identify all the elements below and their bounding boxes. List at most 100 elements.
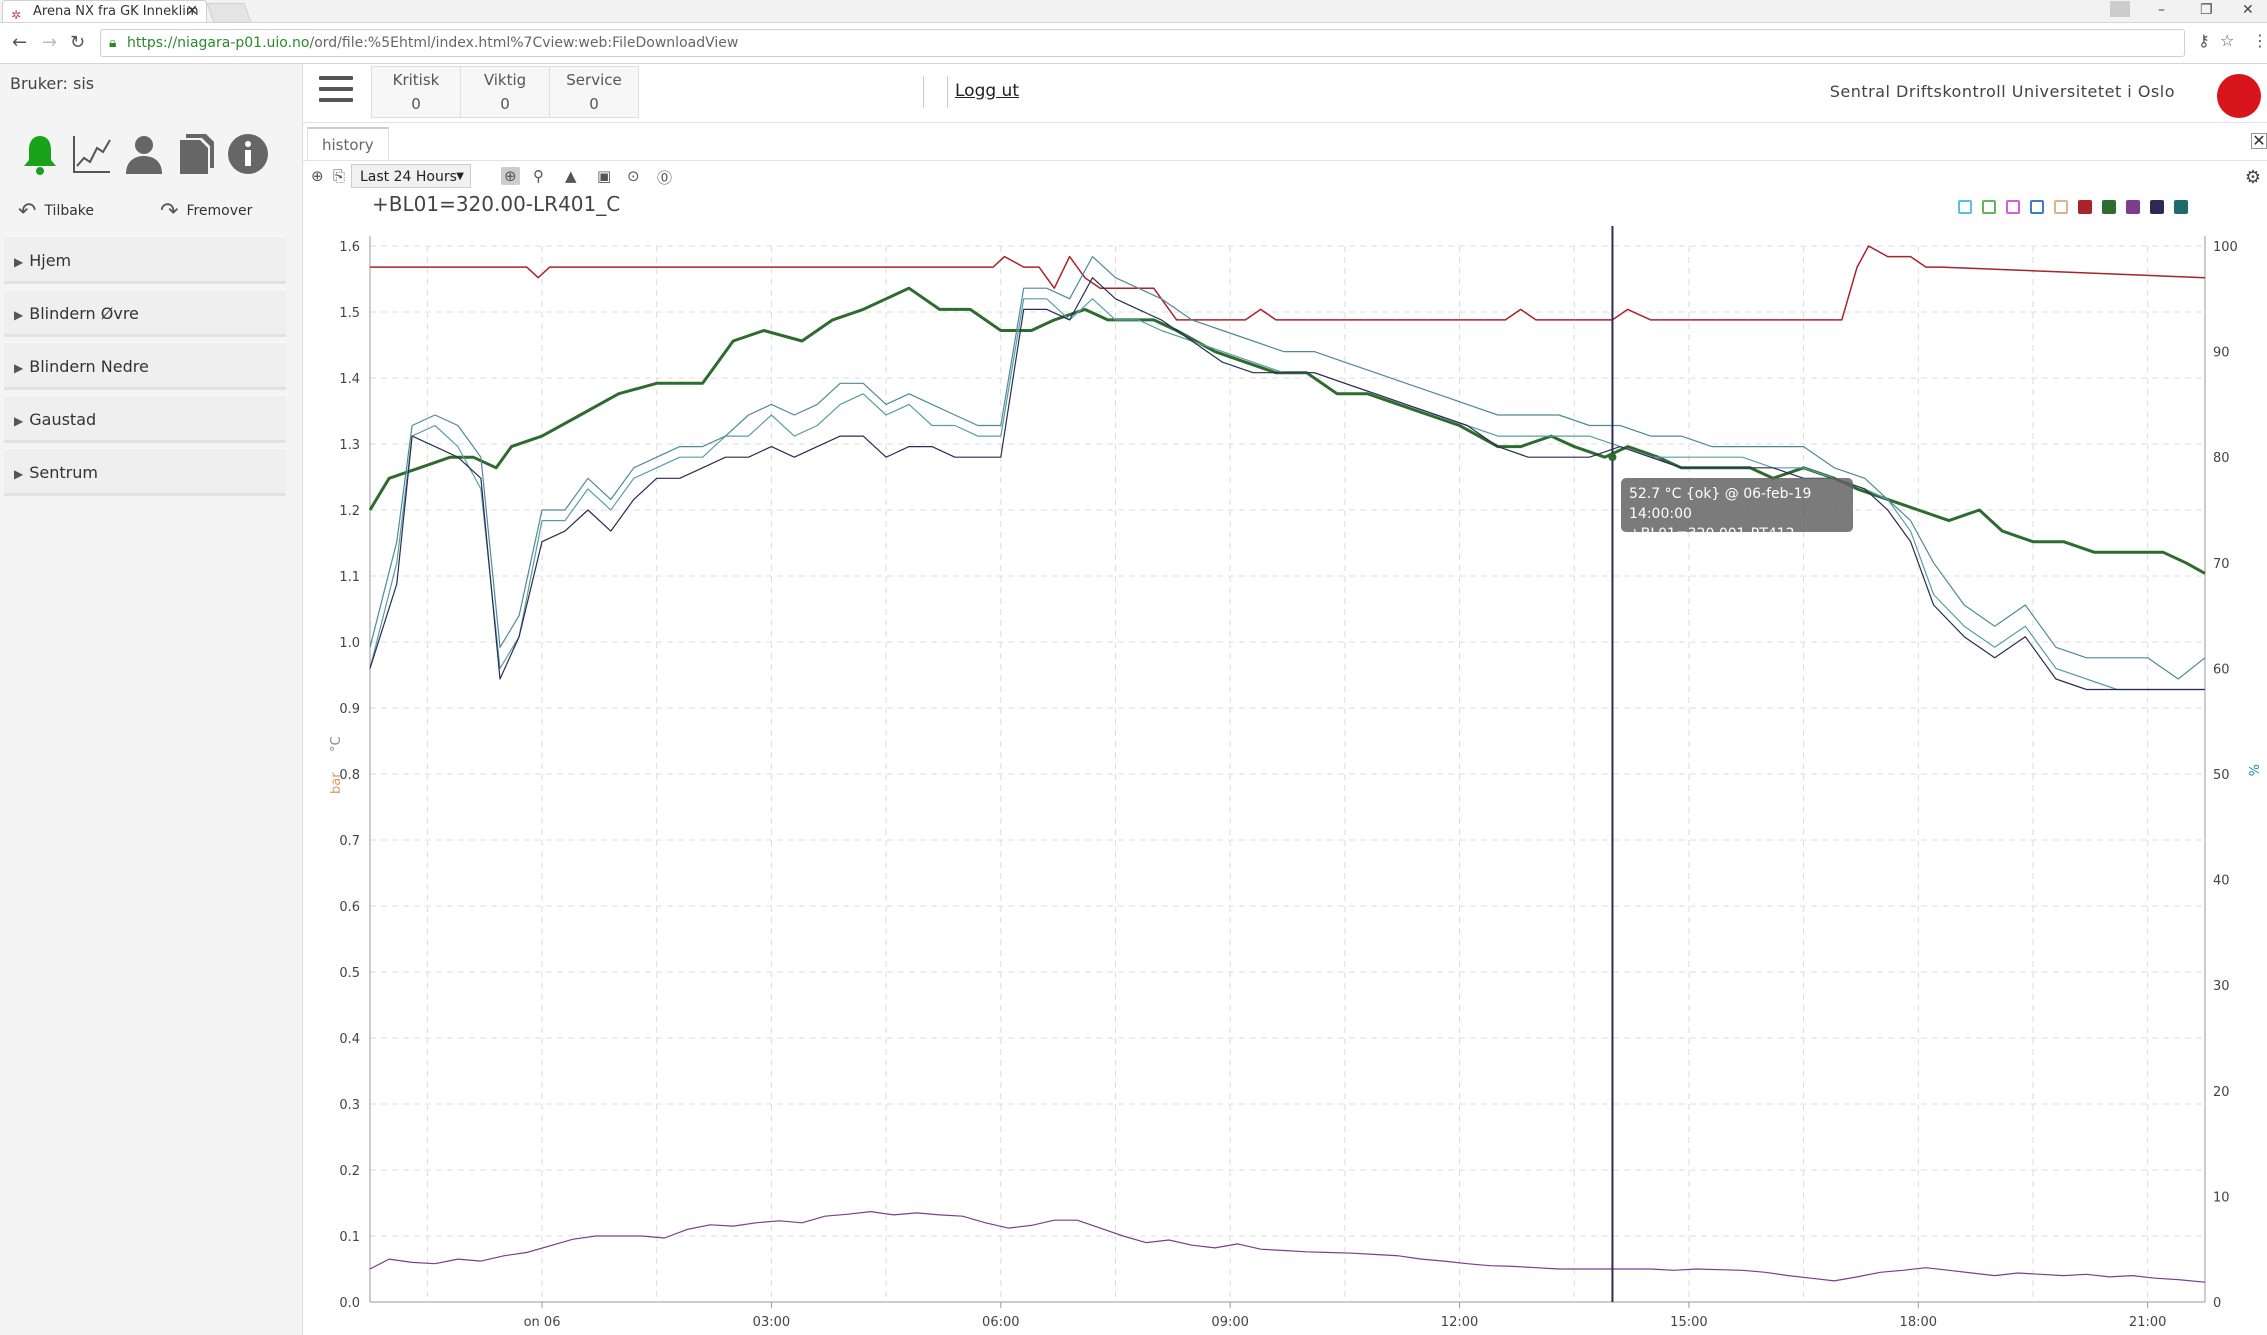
alarm-service[interactable]: Service 0 (550, 67, 638, 117)
legend-swatch-4[interactable] (2030, 200, 2044, 214)
series-line-6[interactable] (369, 1211, 2206, 1283)
header-divider (947, 76, 948, 108)
tab-history[interactable]: history (307, 127, 389, 162)
series-line-3[interactable] (369, 298, 2205, 691)
restore-icon[interactable]: ❐ (2200, 2, 2213, 18)
series-line-4[interactable] (369, 256, 2206, 680)
legend-swatch-10[interactable] (2174, 200, 2188, 214)
alarm-kritisk[interactable]: Kritisk 0 (372, 67, 461, 117)
x-tick-label: 12:00 (1441, 1315, 1478, 1330)
url-path: /ord/file:%5Ehtml/index.html%7Cview:web:… (309, 35, 739, 51)
bookmark-star-icon[interactable]: ☆ (2220, 31, 2235, 50)
tooltip-value: 52.7 °C {ok} @ 06-feb-19 14:00:00 (1629, 486, 1812, 522)
menu-item-blindern-nedre[interactable]: ▶ Blindern Nedre (4, 342, 286, 390)
menu-item-label: Gaustad (29, 410, 97, 429)
back-arrow-icon: ↶ (18, 199, 37, 224)
series-line-2[interactable] (368, 286, 2206, 575)
legend-swatch-1[interactable] (1958, 200, 1972, 214)
app-header: Kritisk 0 Viktig 0 Service 0 Logg ut Sentra… (303, 64, 2267, 123)
sidebar-icon-row (18, 132, 278, 182)
export-icon[interactable]: ⎘ (333, 167, 346, 185)
x-tick-label: 15:00 (1670, 1315, 1707, 1330)
menu-item-gaustad[interactable]: ▶ Gaustad (4, 395, 286, 443)
series-line-1[interactable] (370, 245, 2206, 321)
warning-icon[interactable]: ▲ (565, 167, 577, 185)
x-tick-label: 21:00 (2129, 1315, 2166, 1330)
legend-swatch-3[interactable] (2006, 200, 2020, 214)
legend-swatch-7[interactable] (2102, 200, 2116, 214)
pin-icon[interactable]: ▣ (597, 167, 612, 185)
series-line-5[interactable] (369, 277, 2205, 691)
alarm-label: Service (566, 71, 622, 89)
header-divider (923, 76, 924, 108)
y-right-unit-label: % (2245, 764, 2260, 776)
back-label: Tilbake (44, 203, 95, 219)
y-left-tick-label: 1.3 (339, 438, 360, 453)
chart-title: +BL01=320.00-LR401_C (372, 192, 621, 216)
y-left-tick-label: 0.1 (339, 1230, 360, 1245)
content-area: history ✕ ⊕ ⎘ Last 24 Hours ▼ ⊕ ⚲ ▲ ▣ ⊙ ⓪… (303, 123, 2267, 1335)
history-chart[interactable]: 0.0 0.1 0.2 0.3 0.4 0.5 0.6 0.7 0.8 0.9 1.0 1.1 1.2 1… (303, 193, 2267, 1335)
close-window-icon[interactable]: ✕ (2242, 2, 2254, 18)
key-icon[interactable]: ⚷ (2198, 31, 2210, 50)
new-tab-button[interactable] (206, 3, 252, 23)
hamburger-menu-icon[interactable] (319, 76, 353, 108)
y-right-tick-label: 30 (2213, 979, 2230, 994)
alarm-count: 0 (411, 95, 421, 113)
browser-tab-title: Arena NX fra GK Inneklim (33, 4, 199, 19)
zoom-icon[interactable]: ⚲ (533, 167, 544, 185)
close-tab-icon[interactable]: ✕ (186, 3, 198, 19)
chevron-down-icon: ▼ (456, 171, 464, 182)
menu-item-label: Sentrum (29, 463, 98, 482)
bell-icon[interactable] (18, 132, 62, 176)
y-left-tick-label: 1.0 (339, 636, 360, 651)
add-series-icon[interactable]: ⊕ (311, 167, 324, 185)
logout-link[interactable]: Logg ut (955, 81, 1019, 101)
user-icon[interactable] (122, 132, 166, 176)
legend-swatch-6[interactable] (2078, 200, 2092, 214)
trend-chart-icon[interactable] (70, 132, 114, 176)
y-left-tick-label: 1.4 (339, 372, 360, 387)
favicon-icon: ✲ (11, 8, 22, 22)
target-icon[interactable]: ⊙ (627, 167, 640, 185)
time-range-select[interactable]: Last 24 Hours ▼ (351, 164, 471, 188)
pause-icon[interactable]: ⓪ (657, 169, 673, 187)
forward-arrow-icon: ↷ (160, 199, 179, 224)
expand-triangle-icon: ▶ (14, 361, 24, 375)
alarm-viktig[interactable]: Viktig 0 (461, 67, 550, 117)
reload-icon[interactable]: ↻ (70, 32, 86, 53)
sidebar: Bruker: sis ↶ Tilbake ↷ Fremover ▶ Hjem ▶ Bl… (0, 64, 303, 1335)
minimize-icon[interactable]: – (2158, 2, 2165, 18)
alarm-summary: Kritisk 0 Viktig 0 Service 0 (371, 66, 639, 118)
info-icon[interactable] (226, 132, 270, 176)
y-left-tick-label: 0.9 (339, 702, 360, 717)
profile-icon[interactable] (2110, 1, 2130, 17)
document-icon[interactable] (174, 132, 218, 176)
forward-icon[interactable]: → (42, 32, 58, 53)
legend-swatch-8[interactable] (2126, 200, 2140, 214)
back-button[interactable]: ↶ Tilbake (18, 199, 94, 224)
menu-item-label: Blindern Nedre (29, 357, 149, 376)
browser-tab[interactable]: ✲ Arena NX fra GK Inneklim ✕ (2, 0, 207, 22)
back-icon[interactable]: ← (12, 32, 28, 53)
menu-item-hjem[interactable]: ▶ Hjem (4, 236, 286, 284)
zoom-region-icon[interactable]: ⊕ (501, 167, 520, 185)
y-right-tick-label: 70 (2213, 557, 2230, 572)
browser-menu-icon[interactable]: ⋮ (2252, 31, 2267, 50)
url-field[interactable]: 🔒︎ https://niagara-p01.uio.no/ord/file:%… (100, 29, 2185, 57)
forward-button[interactable]: ↷ Fremover (160, 199, 252, 224)
menu-item-sentrum[interactable]: ▶ Sentrum (4, 448, 286, 496)
menu-item-blindern-ovre[interactable]: ▶ Blindern Øvre (4, 289, 286, 337)
legend-swatch-9[interactable] (2150, 200, 2164, 214)
close-view-icon[interactable]: ✕ (2251, 131, 2267, 150)
legend-swatch-5[interactable] (2054, 200, 2068, 214)
y-left-tick-label: 0.5 (339, 966, 360, 981)
y-left-tick-label: 0.0 (339, 1296, 360, 1311)
alarm-count: 0 (589, 95, 599, 113)
expand-triangle-icon: ▶ (14, 308, 24, 322)
gear-icon[interactable]: ⚙ (2244, 167, 2261, 188)
x-tick-label: 18:00 (1900, 1315, 1937, 1330)
alarm-count: 0 (500, 95, 510, 113)
legend-swatch-2[interactable] (1982, 200, 1996, 214)
y-right-tick-label: 10 (2213, 1190, 2230, 1205)
